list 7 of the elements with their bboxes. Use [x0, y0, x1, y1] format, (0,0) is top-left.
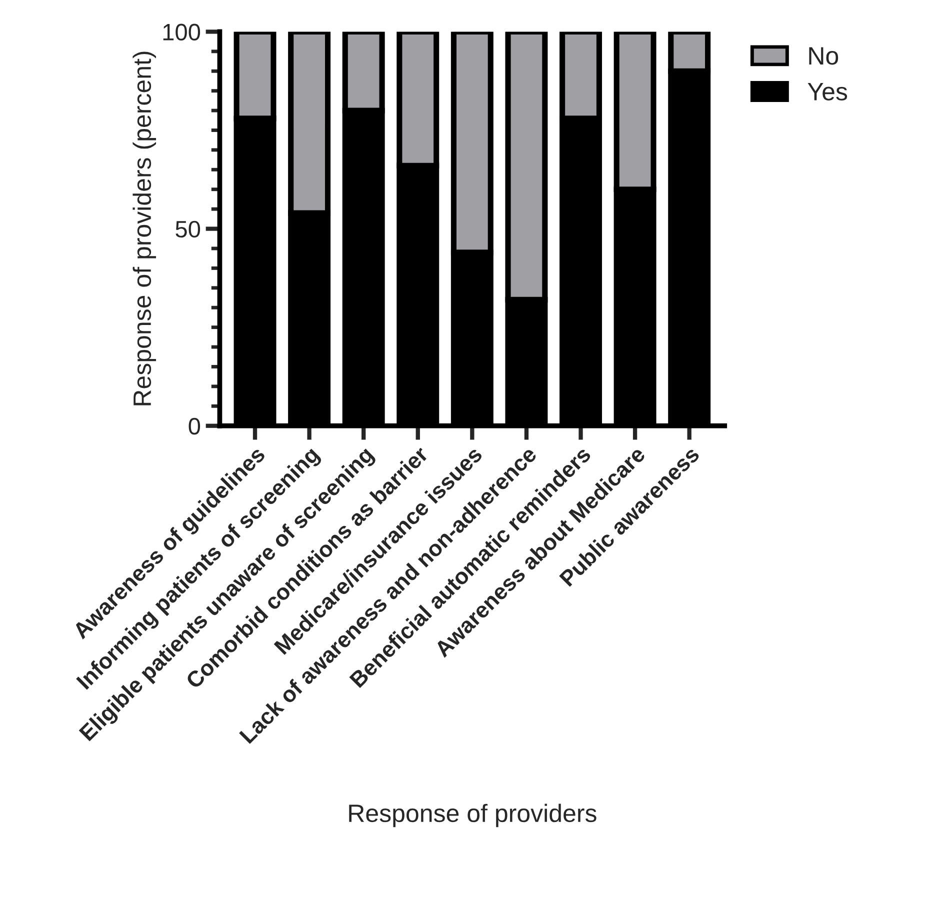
y-tick-label: 0 [188, 418, 200, 435]
legend-label: Yes [808, 83, 848, 100]
y-tick-label: 100 [163, 24, 200, 40]
x-axis-title: Response of providers [349, 804, 596, 828]
y-tick-label: 50 [176, 220, 200, 238]
y-axis-title: Response of providers (percent) [132, 52, 156, 406]
legend-label: No [809, 47, 838, 65]
